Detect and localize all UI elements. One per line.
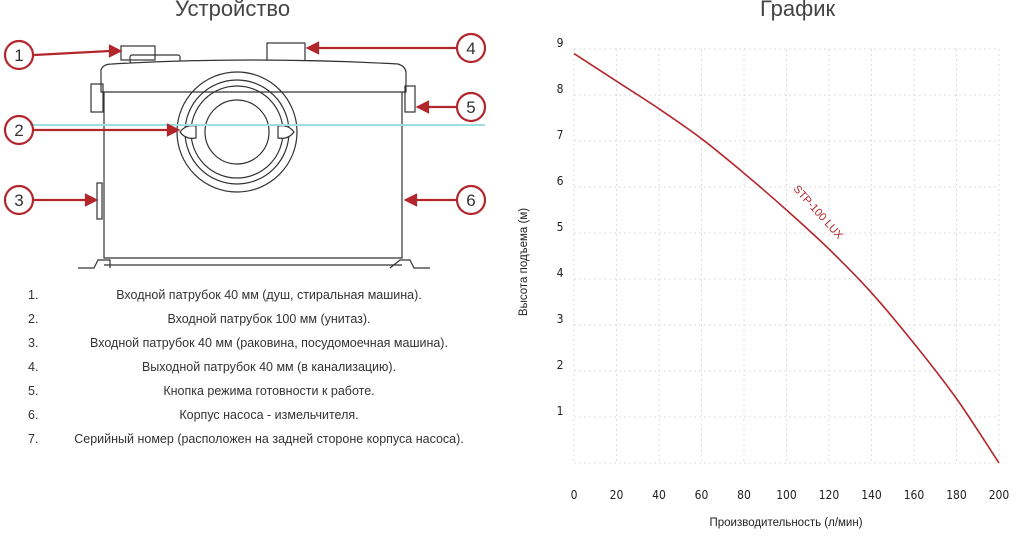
legend-text: Корпус насоса - измельчителя. <box>179 408 359 422</box>
x-tick-label: 60 <box>695 488 709 502</box>
legend-text: Выходной патрубок 40 мм (в канализацию). <box>141 360 397 374</box>
y-tick-label: 4 <box>557 266 564 280</box>
y-tick-label: 1 <box>557 404 564 418</box>
device-title: Устройство <box>175 0 291 21</box>
inlet-40-top <box>120 45 156 61</box>
y-tick-label: 3 <box>557 312 564 326</box>
chart-title: График <box>760 0 836 21</box>
y-tick-label: 9 <box>557 36 564 50</box>
series-line-stp-100-lux <box>573 52 1000 464</box>
y-tick-label: 8 <box>557 82 564 96</box>
device-legend: 1. Входной патрубок 40 мм (душ, стиральна… <box>20 283 500 451</box>
x-tick-label: 20 <box>610 488 624 502</box>
legend-num: 2. <box>28 312 39 326</box>
x-tick-label: 100 <box>776 488 797 502</box>
legend-text: Входной патрубок 40 мм (душ, стиральная … <box>116 288 422 302</box>
x-tick-label: 0 <box>571 488 578 502</box>
pump-lid <box>100 59 407 93</box>
x-tick-label: 40 <box>652 488 666 502</box>
legend-item: 3. Входной патрубок 40 мм (раковина, посу… <box>20 331 500 355</box>
callout-3: 3 <box>14 191 23 210</box>
legend-text: Входной патрубок 40 мм (раковина, посудо… <box>90 336 448 350</box>
legend-num: 6. <box>28 408 39 422</box>
legend-num: 1. <box>28 288 39 302</box>
legend-item: 4. Выходной патрубок 40 мм (в канализацию… <box>20 355 500 379</box>
legend-item: 1. Входной патрубок 40 мм (душ, стиральна… <box>20 283 500 307</box>
device-illustration: 1 2 3 4 5 6 <box>3 32 487 269</box>
y-tick-label: 5 <box>557 220 564 234</box>
legend-item: 6. Корпус насоса - измельчителя. <box>20 403 500 427</box>
series-label: STP-100 LUX <box>791 183 846 242</box>
legend-num: 4. <box>28 360 39 374</box>
y-tick-label: 2 <box>557 358 564 372</box>
legend-num: 3. <box>28 336 39 350</box>
callout-2: 2 <box>14 121 23 140</box>
legend-item: 2. Входной патрубок 100 мм (унитаз). <box>20 307 500 331</box>
legend-item: 5. Кнопка режима готовности к работе. <box>20 379 500 403</box>
x-tick-label: 140 <box>861 488 882 502</box>
callout-1: 1 <box>14 46 23 65</box>
y-axis-label: Высота подъема (м) <box>518 208 530 316</box>
x-tick-label: 200 <box>989 488 1010 502</box>
legend-item: 7. Серийный номер (расположен на задней с… <box>20 427 500 451</box>
callout-5: 5 <box>466 98 475 117</box>
legend-num: 7. <box>28 432 39 446</box>
x-tick-label: 180 <box>946 488 967 502</box>
inlet-100 <box>176 71 298 193</box>
y-tick-label: 6 <box>557 174 564 188</box>
legend-num: 5. <box>28 384 39 398</box>
x-tick-label: 160 <box>904 488 925 502</box>
legend-text: Серийный номер (расположен на задней сто… <box>74 432 464 446</box>
legend-text: Кнопка режима готовности к работе. <box>163 384 375 398</box>
pump-body <box>103 92 403 259</box>
callout-6: 6 <box>466 191 475 210</box>
y-tick-label: 7 <box>557 128 564 142</box>
x-axis-label: Производительность (л/мин) <box>709 517 862 529</box>
x-tick-label: 80 <box>737 488 751 502</box>
callout-4: 4 <box>466 39 475 58</box>
x-tick-label: 120 <box>819 488 840 502</box>
legend-text: Входной патрубок 100 мм (унитаз). <box>167 312 371 326</box>
